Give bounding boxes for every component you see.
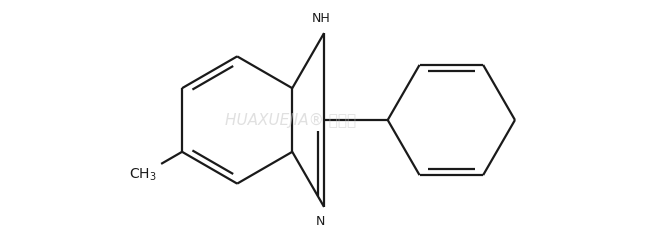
Text: NH: NH bbox=[312, 12, 330, 25]
Text: CH$_3$: CH$_3$ bbox=[129, 167, 156, 183]
Text: N: N bbox=[316, 215, 326, 228]
Text: HUAXUEJIA® 化学加: HUAXUEJIA® 化学加 bbox=[225, 113, 356, 127]
